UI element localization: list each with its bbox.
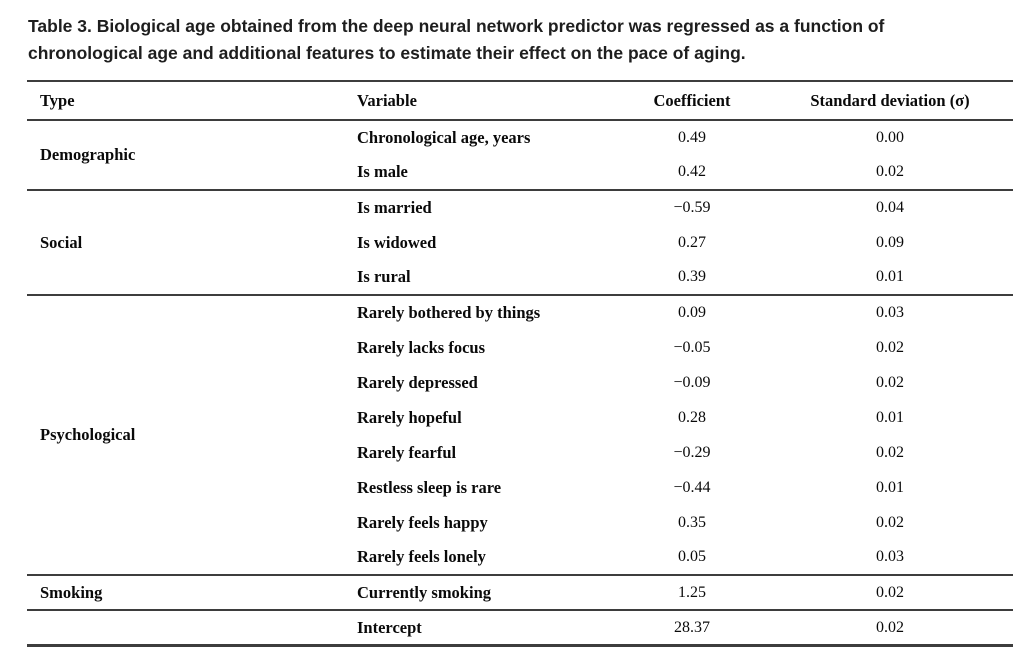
header-variable: Variable — [357, 90, 417, 110]
table-row: Is widowed 0.27 0.09 — [27, 225, 1013, 260]
header-coefficient: Coefficient — [653, 90, 731, 110]
coefficient-cell: −0.44 — [673, 478, 711, 496]
std-cell: 0.01 — [876, 268, 904, 286]
variable-cell: Rarely feels lonely — [357, 547, 486, 567]
coefficient-cell: 0.39 — [678, 268, 706, 286]
type-cell: Psychological — [27, 294, 357, 576]
coefficient-cell: −0.05 — [673, 338, 711, 356]
std-cell: 0.01 — [876, 478, 904, 496]
header-row: Type Variable Coefficient Standard devia… — [27, 81, 1013, 121]
table-row: Rarely feels happy 0.35 0.02 — [27, 505, 1013, 540]
table-row: Is male 0.42 0.02 — [27, 155, 1013, 190]
variable-cell: Chronological age, years — [357, 128, 531, 148]
std-cell: 0.09 — [876, 233, 904, 251]
std-cell: 0.02 — [876, 163, 904, 181]
table-body: Demographic Chronological age, years 0.4… — [27, 120, 1013, 646]
table-row: Is rural 0.39 0.01 — [27, 260, 1013, 295]
std-cell: 0.02 — [876, 443, 904, 461]
coefficient-cell: 0.05 — [678, 548, 706, 566]
coefficient-cell: 0.28 — [678, 408, 706, 426]
coefficient-cell: 0.27 — [678, 233, 706, 251]
header-std-deviation: Standard deviation (σ) — [810, 90, 970, 110]
std-cell: 0.00 — [876, 129, 904, 147]
variable-cell: Rarely depressed — [357, 372, 478, 392]
table-row: Rarely lacks focus −0.05 0.02 — [27, 330, 1013, 365]
table-row: Restless sleep is rare −0.44 0.01 — [27, 470, 1013, 505]
std-cell: 0.03 — [767, 294, 1013, 331]
variable-cell: Currently smoking — [357, 574, 617, 611]
table-row: Rarely feels lonely 0.05 0.03 — [27, 540, 1013, 575]
coefficient-cell: 28.37 — [617, 609, 767, 646]
table-row: Social Is married −0.59 0.04 — [27, 189, 1013, 296]
table-caption: Table 3. Biological age obtained from th… — [28, 16, 885, 64]
variable-cell: Is widowed — [357, 232, 437, 252]
header-type: Type — [40, 90, 75, 110]
table-header: Type Variable Coefficient Standard devia… — [27, 81, 1013, 121]
std-cell: 0.02 — [876, 373, 904, 391]
table-row: Intercept 28.37 0.02 — [27, 609, 1013, 646]
variable-cell: Rarely bothered by things — [357, 294, 617, 331]
type-cell: Smoking — [27, 574, 357, 611]
coefficient-cell: 1.25 — [617, 574, 767, 611]
table-row: Demographic Chronological age, years 0.4… — [27, 120, 1013, 164]
coefficient-cell: −0.29 — [673, 443, 711, 461]
coefficient-cell: −0.09 — [673, 373, 711, 391]
std-cell: 0.03 — [876, 548, 904, 566]
variable-cell: Restless sleep is rare — [357, 477, 502, 497]
variable-cell: Rarely hopeful — [357, 407, 462, 427]
type-cell: Social — [27, 189, 357, 296]
table-row: Rarely hopeful 0.28 0.01 — [27, 400, 1013, 435]
variable-cell: Is rural — [357, 267, 411, 287]
std-cell: 0.02 — [767, 609, 1013, 646]
coefficient-cell: 0.42 — [678, 163, 706, 181]
type-cell — [27, 609, 357, 646]
variable-cell: Rarely fearful — [357, 442, 457, 462]
coefficient-cell: 0.09 — [617, 294, 767, 331]
coefficient-cell: 0.49 — [678, 129, 706, 147]
variable-cell: Intercept — [357, 609, 617, 646]
table-row: Rarely depressed −0.09 0.02 — [27, 365, 1013, 400]
std-cell: 0.02 — [767, 574, 1013, 611]
variable-cell: Is married — [357, 189, 617, 226]
regression-table: Type Variable Coefficient Standard devia… — [27, 80, 1013, 647]
std-cell: 0.02 — [876, 338, 904, 356]
table-row: Smoking Currently smoking 1.25 0.02 — [27, 574, 1013, 611]
variable-cell: Rarely lacks focus — [357, 337, 486, 357]
coefficient-cell: −0.59 — [617, 189, 767, 226]
variable-cell: Rarely feels happy — [357, 512, 488, 532]
std-cell: 0.04 — [767, 189, 1013, 226]
variable-cell: Is male — [357, 162, 408, 182]
type-cell: Demographic — [40, 145, 136, 165]
table-row: Psychological Rarely bothered by things … — [27, 294, 1013, 576]
std-cell: 0.01 — [876, 408, 904, 426]
table-row: Rarely fearful −0.29 0.02 — [27, 435, 1013, 470]
coefficient-cell: 0.35 — [678, 513, 706, 531]
std-cell: 0.02 — [876, 513, 904, 531]
